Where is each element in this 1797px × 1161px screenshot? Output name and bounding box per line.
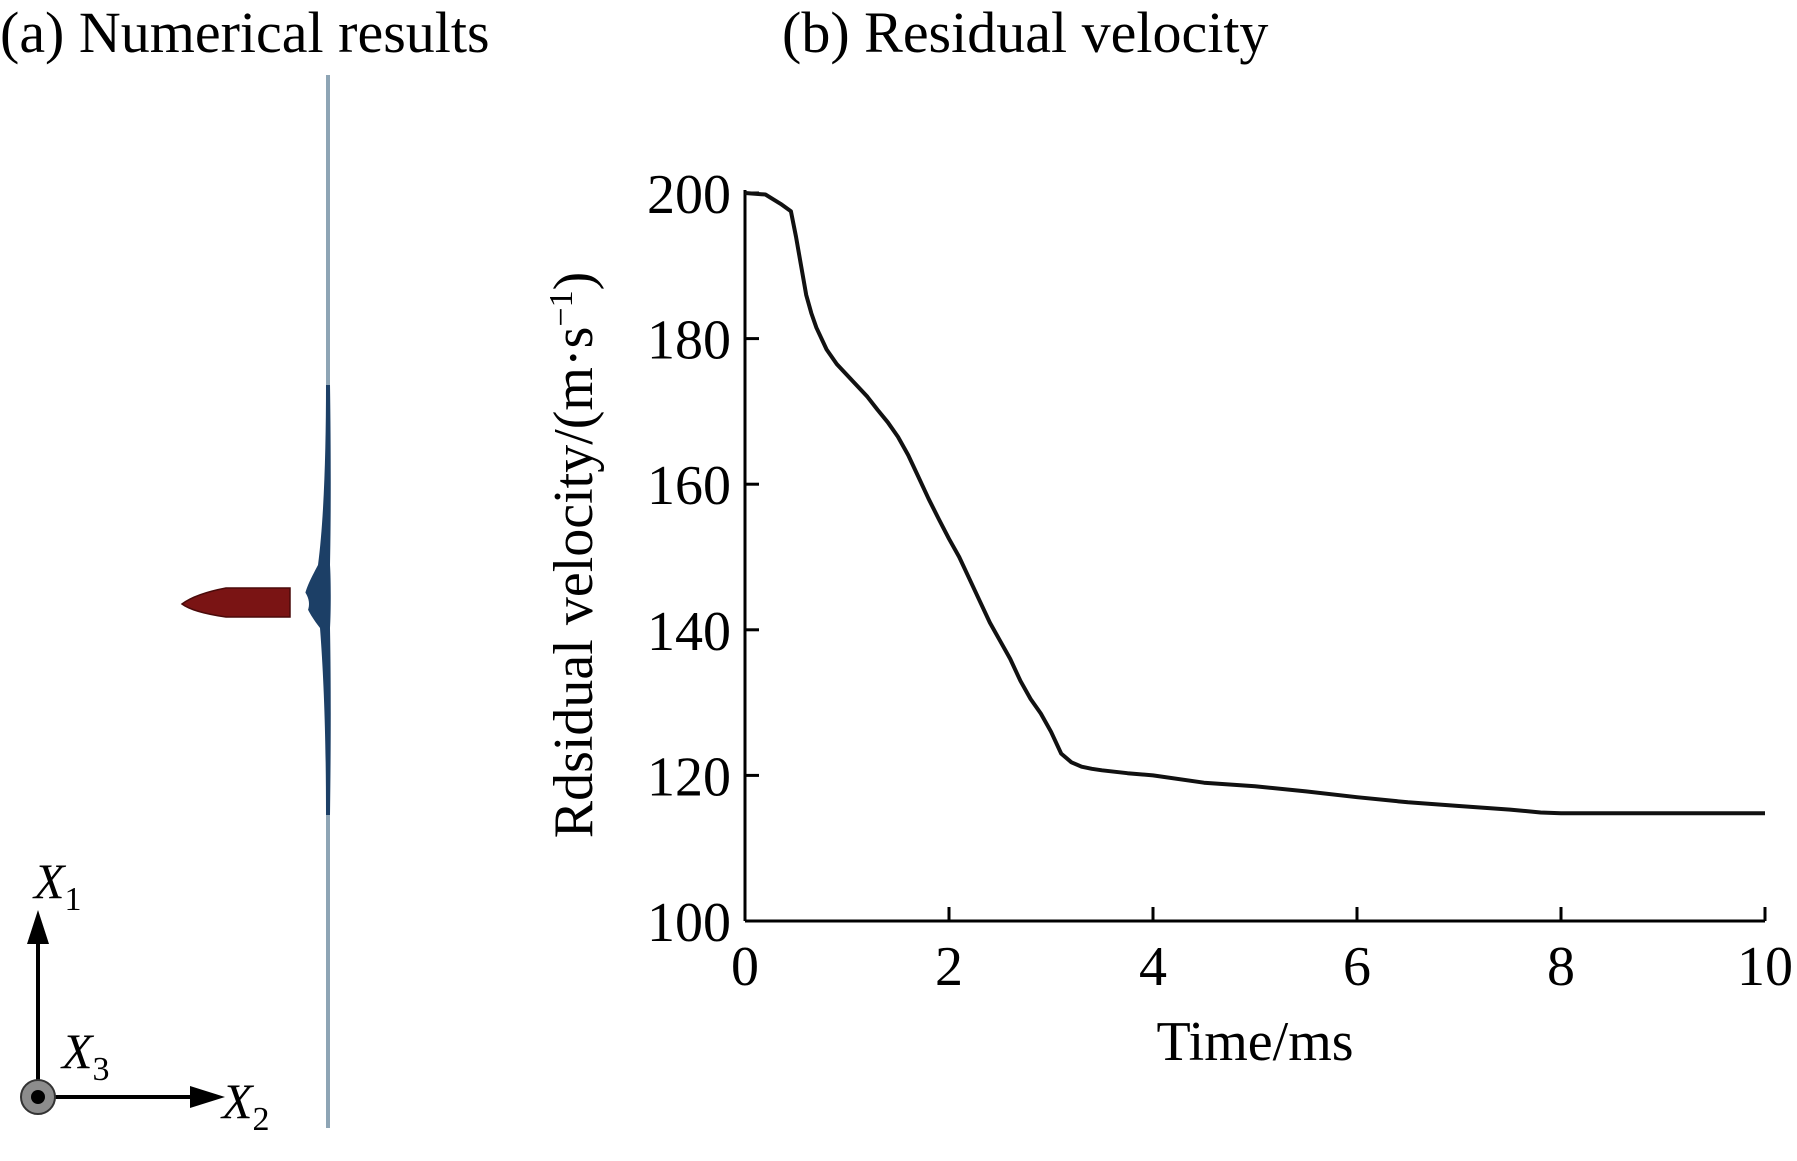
- y-tick-label: 120: [647, 746, 731, 808]
- y-tick-label: 180: [647, 310, 731, 372]
- y-axis-title: Rdsidual velocity/(m·s−1): [543, 272, 605, 839]
- plot-area: 0 2 4 6 8 10 100 120 140 160 180 200: [647, 164, 1793, 998]
- y-tick-label: 160: [647, 455, 731, 517]
- chart-title: (b) Residual velocity: [782, 0, 1268, 65]
- x1-label: X1: [32, 853, 82, 918]
- x-tick-label: 2: [935, 936, 963, 998]
- x-tick-label: 10: [1737, 936, 1793, 998]
- y-ticks: 100 120 140 160 180 200: [647, 164, 759, 954]
- arrow-up-icon: [27, 910, 49, 944]
- x-tick-label: 0: [731, 936, 759, 998]
- x-tick-label: 4: [1139, 936, 1167, 998]
- y-tick-label: 100: [647, 892, 731, 954]
- coordinate-system: X1 X2 X3: [20, 853, 270, 1138]
- panel-b: (b) Residual velocity 0 2 4 6 8 10 1001201401…: [543, 0, 1793, 1073]
- x2-label: X2: [220, 1073, 270, 1138]
- series-line: [744, 191, 1765, 816]
- x-axis-title: Time/ms: [1156, 1011, 1353, 1073]
- out-of-plane-dot-center: [31, 1090, 45, 1104]
- projectile: [180, 587, 291, 618]
- panel-a: (a) Numerical results X1 X2 X3: [0, 0, 490, 1138]
- arrow-right-icon: [190, 1086, 225, 1108]
- panel-a-title: (a) Numerical results: [0, 0, 490, 65]
- y-tick-label: 140: [647, 601, 731, 663]
- y-tick-label: 200: [647, 164, 731, 226]
- x3-label: X3: [60, 1023, 110, 1088]
- plate-bulge: [304, 385, 331, 815]
- x-tick-label: 8: [1547, 936, 1575, 998]
- impact-gap: [297, 586, 309, 621]
- x-tick-label: 6: [1343, 936, 1371, 998]
- x-ticks: 0 2 4 6 8 10: [731, 907, 1793, 998]
